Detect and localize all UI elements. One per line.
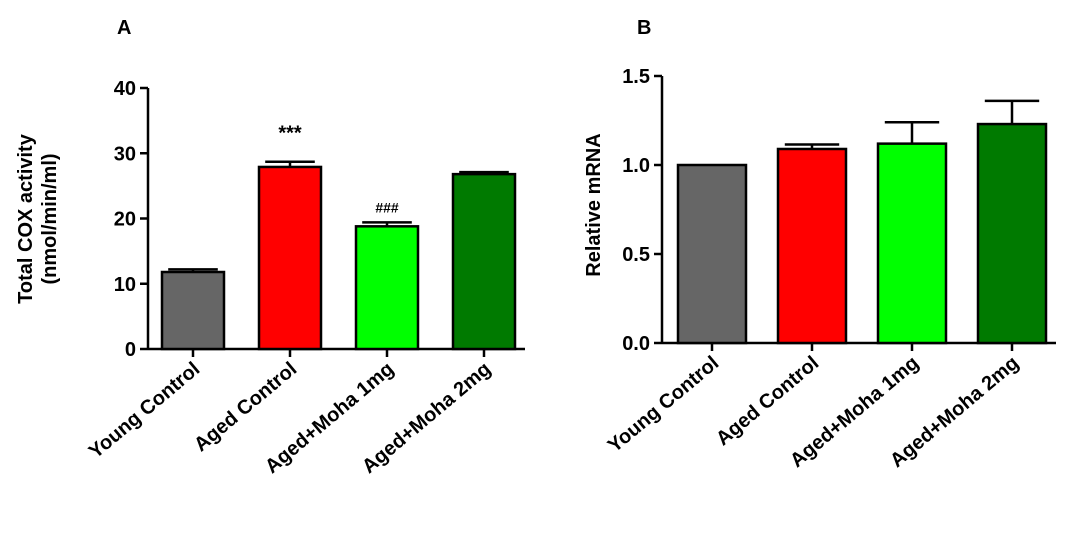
bar-young-control: [160, 270, 226, 351]
y-tick-label: 10: [114, 274, 136, 296]
y-axis-title-units: (nmol/min/ml): [39, 153, 61, 284]
bar-young-control: [676, 163, 748, 345]
y-tick-label: 20: [114, 209, 136, 231]
significance-annotation: ***: [278, 123, 302, 145]
panel-b-chart: 0.0 0.5 1.0 1.5 Relative mRNA Young ControlAg…: [583, 66, 1056, 472]
panel-label-a: A: [117, 17, 131, 39]
y-tick-label: 30: [114, 143, 136, 165]
bar-aged-moha-2mg: [976, 122, 1048, 345]
bar-aged-control: [776, 147, 848, 345]
x-tick-label: Young Control: [604, 352, 723, 457]
y-axis-title: Relative mRNA: [583, 133, 605, 276]
y-tick-label: 40: [114, 78, 136, 100]
y-tick-label: 0.5: [622, 244, 650, 266]
x-tick-label: Aged Control: [712, 352, 823, 450]
x-tick-label: Young Control: [85, 358, 204, 463]
panel-label-b: B: [637, 17, 651, 39]
y-tick-label: 1.5: [622, 66, 650, 88]
y-tick-label: 0.0: [622, 333, 650, 355]
y-tick-label: 1.0: [622, 155, 650, 177]
y-tick-label: 0: [125, 339, 136, 361]
bar-aged-moha-1mg: [354, 225, 420, 351]
panel-a-chart: 0 10 20 30 40 Total COX activity (nmol/min/ml)…: [15, 78, 525, 478]
y-axis-title: Total COX activity: [15, 133, 37, 304]
bar-aged-moha-2mg: [451, 172, 517, 351]
significance-annotation: ###: [375, 199, 399, 215]
bar-aged-control: [257, 165, 323, 351]
bar-aged-moha-1mg: [876, 142, 948, 345]
